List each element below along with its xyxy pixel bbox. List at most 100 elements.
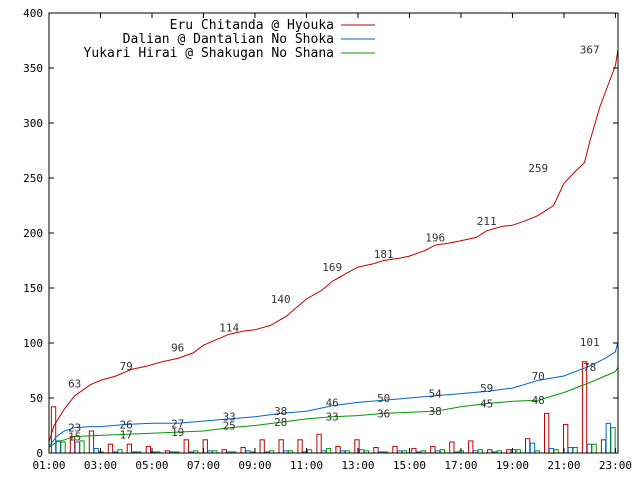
legend-label: Dalian @ Dantalian No Shoka — [123, 32, 334, 47]
data-label: 96 — [171, 341, 184, 354]
data-label: 211 — [477, 215, 497, 228]
data-label: 259 — [528, 162, 548, 175]
hourly-bar — [316, 433, 322, 454]
data-label: 26 — [120, 418, 133, 431]
series-line — [48, 341, 619, 447]
data-label: 50 — [377, 392, 390, 405]
hourly-bar — [600, 439, 607, 454]
data-label: 63 — [68, 378, 81, 391]
hourly-bar — [335, 445, 341, 454]
data-label: 38 — [429, 405, 442, 418]
hourly-bar — [468, 440, 474, 454]
data-label: 169 — [322, 261, 342, 274]
data-label: 38 — [274, 405, 287, 418]
hourly-bar — [145, 445, 151, 454]
data-label: 59 — [480, 382, 493, 395]
hourly-bar — [591, 443, 597, 454]
hourly-bar — [55, 440, 61, 454]
hourly-bar — [392, 445, 398, 454]
hourly-bar — [430, 445, 436, 454]
y-tick-label: 300 — [23, 117, 43, 130]
hourly-bar — [525, 438, 531, 454]
x-tick-label: 11:00 — [290, 459, 323, 472]
x-tick-label: 13:00 — [341, 459, 374, 472]
x-tick-label: 15:00 — [393, 459, 426, 472]
x-tick-label: 05:00 — [135, 459, 168, 472]
y-tick-label: 250 — [23, 172, 43, 185]
legend-label: Yukari Hirai @ Shakugan No Shana — [84, 46, 334, 61]
plot-frame — [48, 12, 619, 454]
data-label: 19 — [171, 426, 184, 439]
series-line — [48, 49, 619, 443]
data-label: 101 — [580, 336, 600, 349]
hourly-bar — [107, 443, 114, 454]
data-label: 45 — [480, 398, 493, 411]
data-label: 114 — [219, 322, 239, 335]
data-label: 17 — [120, 428, 133, 441]
hourly-bar — [586, 443, 593, 454]
y-tick-label: 50 — [30, 392, 43, 405]
data-labels-layer: 63 79 96 114 140 169 181 196 211 259 367 23 26 27 33 38… — [68, 43, 600, 443]
hourly-bar — [572, 447, 578, 454]
hourly-bar — [126, 443, 132, 454]
y-tick-label: 100 — [23, 337, 43, 350]
hourly-bar — [581, 361, 588, 454]
hourly-bar — [411, 448, 417, 454]
hourly-bar — [325, 448, 332, 454]
hourly-bar — [240, 447, 246, 454]
data-label: 78 — [583, 361, 596, 374]
hourly-bar — [278, 439, 284, 454]
data-label: 54 — [429, 388, 443, 401]
x-tick-label: 03:00 — [84, 459, 117, 472]
data-label: 70 — [532, 370, 545, 383]
data-label: 79 — [120, 360, 133, 373]
y-tick-label: 150 — [23, 282, 43, 295]
data-label: 23 — [68, 422, 81, 435]
data-label: 28 — [274, 416, 287, 429]
hourly-bar — [93, 448, 99, 454]
hourly-bar — [544, 412, 550, 454]
y-tick-label: 400 — [23, 7, 43, 20]
data-label: 181 — [374, 248, 394, 261]
data-label: 140 — [271, 293, 291, 306]
data-label: 36 — [377, 407, 390, 420]
x-tick-label: 01:00 — [32, 459, 65, 472]
hourly-bar — [373, 447, 379, 454]
data-label: 33 — [223, 411, 236, 424]
x-tick-label: 17:00 — [444, 459, 477, 472]
x-tick-label: 07:00 — [187, 459, 220, 472]
hourly-bar — [297, 439, 303, 454]
hourly-bar — [183, 439, 189, 454]
x-tick-label: 09:00 — [238, 459, 271, 472]
legend-label: Eru Chitanda @ Hyouka — [170, 18, 334, 33]
y-tick-label: 200 — [23, 227, 43, 240]
axes-layer: 0 50 100 150 200 250 300 350 400 01:00 03:00 05:00 0… — [23, 7, 632, 472]
hourly-bar — [548, 448, 555, 454]
hourly-bar — [259, 439, 265, 454]
y-tick-label: 0 — [36, 447, 43, 460]
data-label: 367 — [580, 43, 600, 56]
data-label: 25 — [223, 420, 236, 433]
hourly-bar — [567, 447, 574, 454]
x-tick-label: 19:00 — [496, 459, 529, 472]
x-tick-label: 21:00 — [547, 459, 580, 472]
hourly-bar — [74, 441, 80, 454]
y-tick-label: 350 — [23, 62, 43, 75]
data-label: 48 — [532, 394, 545, 407]
data-label: 196 — [425, 231, 445, 244]
series-line — [48, 366, 619, 448]
data-label: 46 — [326, 396, 339, 409]
data-label: 15 — [68, 431, 81, 444]
hourly-bar — [610, 427, 616, 454]
x-tick-label: 23:00 — [599, 459, 632, 472]
hourly-bar — [529, 442, 536, 454]
hourly-bar — [449, 441, 455, 454]
hourly-bar — [60, 441, 66, 454]
hourly-bar — [50, 406, 57, 454]
series-lines-layer — [48, 49, 619, 448]
data-label: 33 — [326, 411, 339, 424]
hourly-bar — [605, 422, 611, 454]
